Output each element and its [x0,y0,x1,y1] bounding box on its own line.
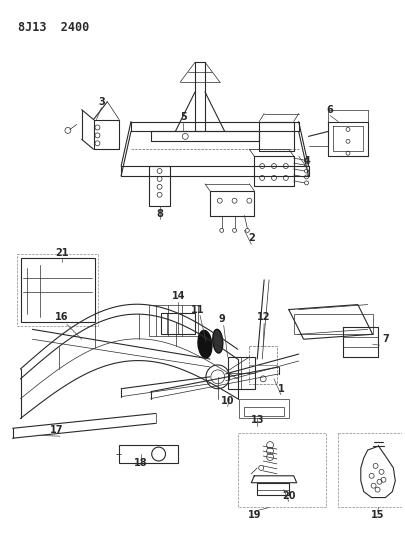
Text: 7: 7 [382,334,389,344]
Text: 20: 20 [282,490,296,500]
Ellipse shape [213,329,223,353]
Text: 10: 10 [221,395,234,406]
Bar [21,258,94,322]
Text: 1: 1 [277,384,284,394]
Text: 21: 21 [55,248,69,258]
Text: 3: 3 [98,96,105,107]
Bar [228,357,255,389]
Text: 4: 4 [303,156,310,166]
Ellipse shape [198,330,212,358]
Text: 2: 2 [248,233,255,243]
Text: 6: 6 [327,104,334,115]
Text: 13: 13 [250,415,264,425]
Bar [119,445,178,463]
Bar [294,314,373,334]
Bar [149,304,198,336]
Text: 12: 12 [258,312,271,322]
Text: 11: 11 [191,304,205,314]
Text: 14: 14 [172,290,185,301]
Bar [338,433,405,507]
Text: 5: 5 [180,111,187,122]
Text: 8: 8 [156,208,163,219]
Bar [149,166,171,206]
Text: 17: 17 [50,425,64,435]
Bar [257,483,289,495]
Bar [244,407,284,416]
Bar [17,254,98,326]
Text: 16: 16 [55,312,69,322]
Bar [239,399,289,418]
Text: 9: 9 [218,314,225,325]
Bar [249,346,277,384]
Text: 18: 18 [134,458,148,468]
Text: 8J13  2400: 8J13 2400 [17,21,89,34]
Text: 19: 19 [247,511,261,520]
Bar [161,312,195,334]
Bar [237,433,326,507]
Text: 15: 15 [371,511,384,520]
